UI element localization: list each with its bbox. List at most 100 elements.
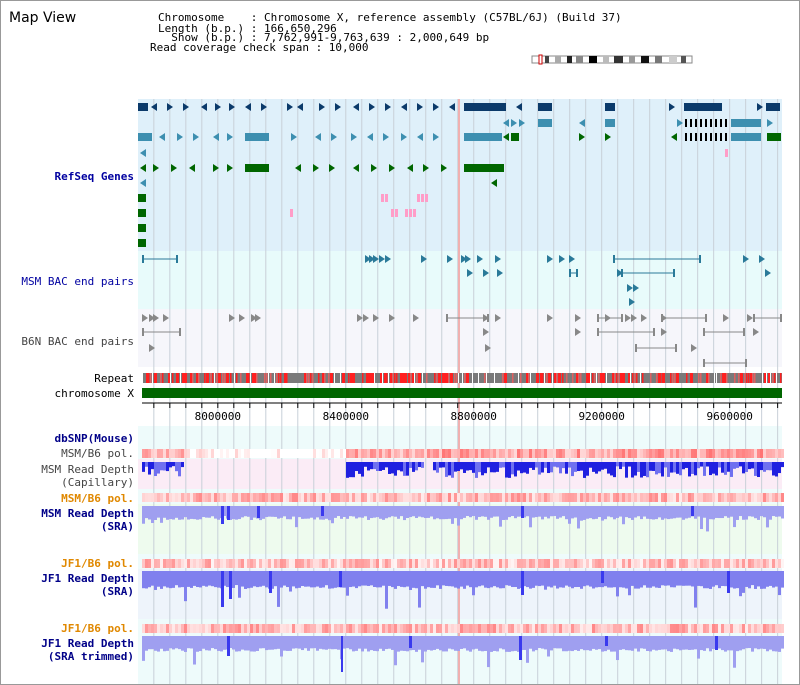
polymorphism-cell: [235, 449, 238, 458]
polymorphism-cell: [310, 449, 313, 458]
polymorphism-cell: [313, 559, 316, 568]
gene-arrow: [227, 164, 233, 172]
bac-end: [703, 359, 705, 367]
repeat-element: [764, 373, 767, 383]
repeat-element: [384, 373, 387, 383]
polymorphism-cell: [331, 449, 334, 458]
polymorphism-cell: [268, 559, 271, 568]
gene-arrow: [477, 103, 483, 111]
repeat-element: [632, 373, 634, 383]
depth-bar: [772, 571, 775, 588]
depth-bar: [286, 636, 289, 651]
repeat-element: [540, 373, 543, 383]
gene-arrow: [371, 164, 377, 172]
repeat-gap: [382, 373, 383, 383]
depth-bar: [547, 571, 550, 587]
polymorphism-cell: [625, 559, 628, 568]
polymorphism-cell: [634, 559, 637, 568]
polymorphism-cell: [433, 624, 436, 633]
polymorphism-cell: [682, 493, 685, 502]
polymorphism-cell: [169, 559, 172, 568]
polymorphism-cell: [499, 624, 502, 633]
depth-bar: [436, 636, 439, 649]
repeat-element: [748, 373, 750, 383]
polymorphism-cell: [712, 559, 715, 568]
gene-arrow: [433, 103, 439, 111]
polymorphism-cell: [496, 449, 499, 458]
depth-bar: [760, 636, 763, 649]
depth-bar: [352, 462, 355, 478]
depth-bar: [439, 462, 442, 468]
polymorphism-cell: [295, 624, 298, 633]
depth-bar: [550, 506, 553, 517]
polymorphism-cell: [556, 449, 559, 458]
depth-bar: [478, 462, 481, 473]
pink-feature: [409, 209, 412, 217]
gene-block: [767, 133, 781, 141]
polymorphism-cell: [514, 449, 517, 458]
polymorphism-cell: [604, 449, 607, 458]
depth-bar: [304, 571, 307, 587]
polymorphism-cell: [370, 559, 373, 568]
polymorphism-cell: [205, 449, 208, 458]
polymorphism-cell: [499, 493, 502, 502]
track-label-b6n-bac[interactable]: B6N BAC end pairs: [21, 335, 134, 348]
polymorphism-cell: [607, 624, 610, 633]
polymorphism-cell: [613, 559, 616, 568]
polymorphism-cell: [607, 449, 610, 458]
repeat-element: [768, 373, 771, 383]
depth-bar: [403, 506, 406, 521]
polymorphism-cell: [379, 493, 382, 502]
chromosome-info-line: Chromosome : Chromosome X, reference ass…: [158, 11, 622, 24]
polymorphism-cell: [382, 559, 385, 568]
polymorphism-cell: [355, 449, 358, 458]
gene-arrow: [767, 119, 773, 127]
depth-bar: [226, 571, 229, 588]
depth-bar: [376, 506, 379, 518]
depth-bar: [538, 571, 541, 587]
repeat-element: [676, 373, 679, 383]
polymorphism-cell: [583, 559, 586, 568]
depth-bar: [463, 506, 466, 518]
polymorphism-cell: [358, 493, 361, 502]
polymorphism-cell: [781, 493, 784, 502]
polymorphism-cell: [334, 624, 337, 633]
polymorphism-cell: [589, 493, 592, 502]
track-label-refseq-genes[interactable]: RefSeq Genes: [54, 170, 134, 183]
depth-bar: [571, 571, 574, 589]
polymorphism-cell: [307, 493, 310, 502]
polymorphism-cell: [709, 624, 712, 633]
repeat-element: [464, 373, 466, 383]
repeat-element: [408, 373, 411, 383]
track-label-msm-bac[interactable]: MSM BAC end pairs: [21, 275, 134, 288]
track-label-dbsnp[interactable]: dbSNP(Mouse): [54, 432, 134, 445]
polymorphism-cell: [415, 624, 418, 633]
depth-bar: [280, 571, 283, 588]
polymorphism-cell: [613, 624, 616, 633]
depth-bar: [445, 571, 448, 586]
bac-end: [745, 359, 747, 367]
depth-bar: [361, 636, 364, 652]
polymorphism-cell: [184, 493, 187, 502]
polymorphism-cell: [724, 559, 727, 568]
polymorphism-cell: [436, 559, 439, 568]
chromosome-ideogram[interactable]: [529, 53, 699, 67]
polymorphism-cell: [592, 624, 595, 633]
polymorphism-tracks: [142, 449, 784, 633]
depth-bar: [187, 506, 190, 520]
polymorphism-cell: [502, 559, 505, 568]
repeat-element: [706, 373, 709, 383]
depth-bar: [571, 636, 574, 652]
repeat-gap: [486, 373, 487, 383]
depth-bar: [508, 506, 511, 518]
polymorphism-cell: [250, 559, 253, 568]
depth-bar: [295, 506, 298, 528]
depth-bar: [307, 636, 310, 651]
repeat-element: [442, 373, 445, 383]
depth-bar: [529, 462, 532, 468]
polymorphism-cell: [277, 624, 280, 633]
polymorphism-cell: [196, 624, 199, 633]
depth-bar: [154, 506, 157, 520]
polymorphism-cell: [382, 624, 385, 633]
